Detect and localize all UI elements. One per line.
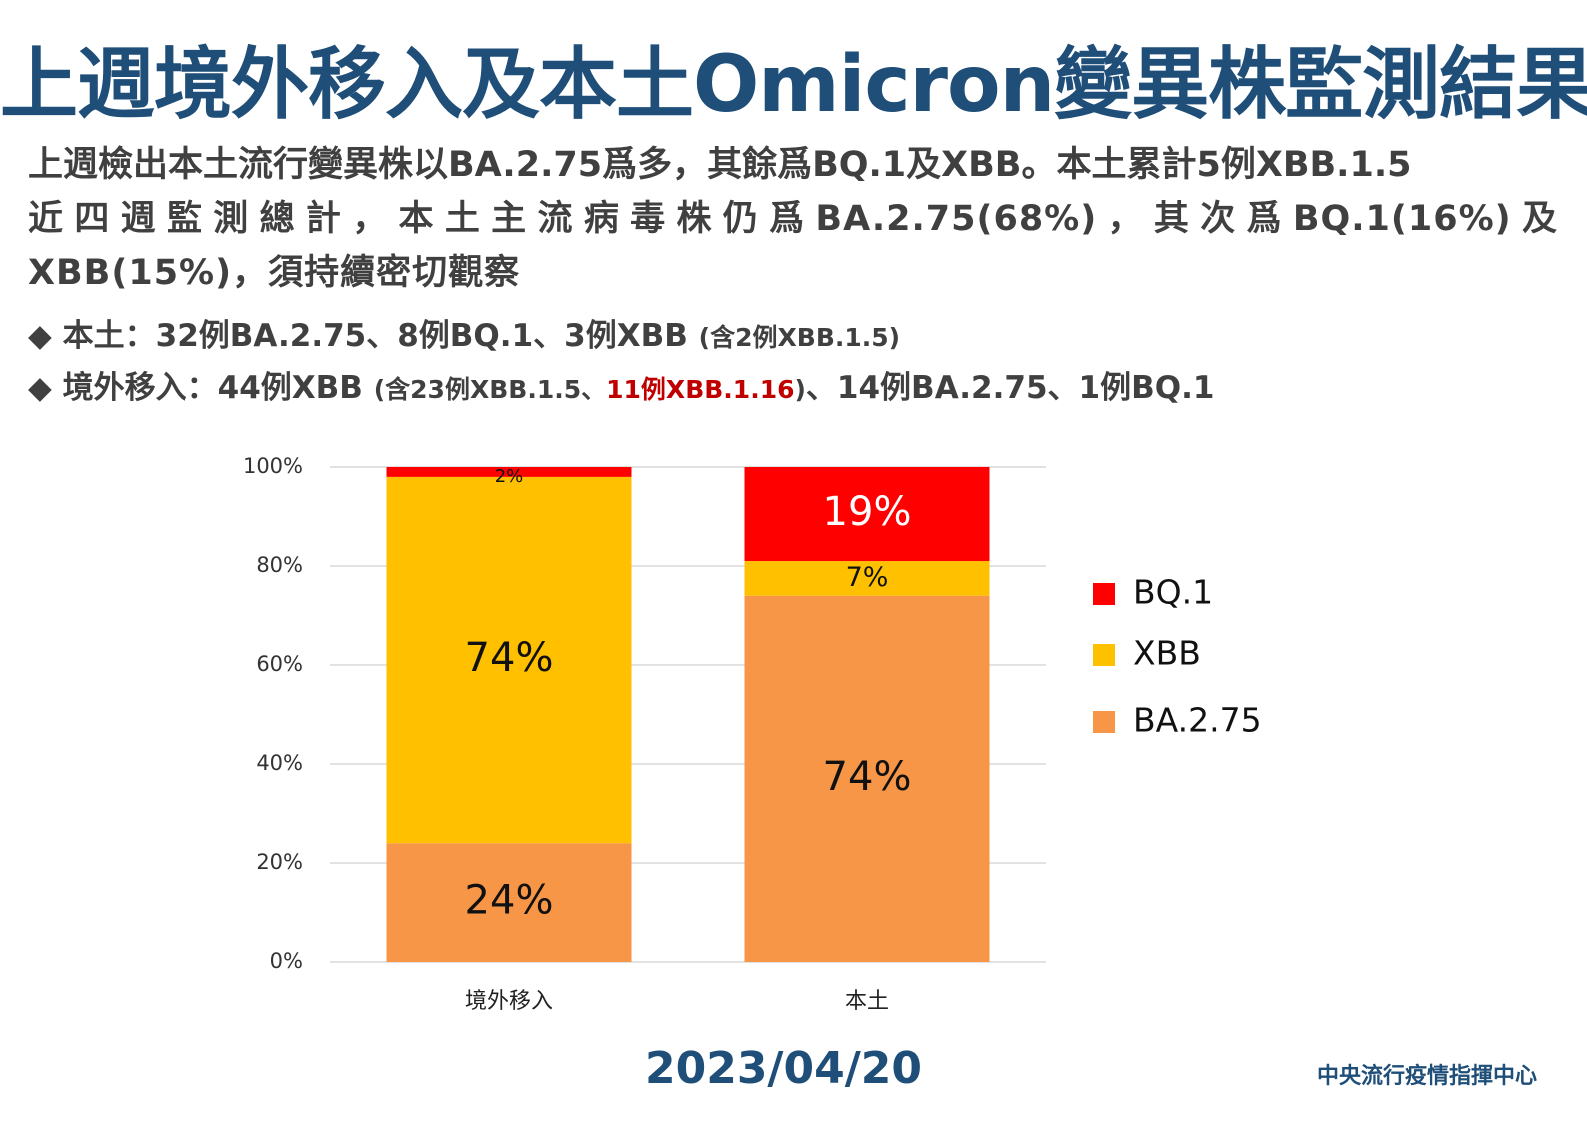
legend-swatch <box>1093 711 1115 733</box>
bullet-text: 11例XBB.1.16 <box>606 375 795 404</box>
bullet-text: (含23例XBB.1.5、 <box>373 375 607 404</box>
y-tick-label: 20% <box>256 850 303 874</box>
summary: 近四週監測總計，本土主流病毒株仍爲BA.2.75(68%)，其次爲BQ.1(16… <box>28 199 1558 293</box>
title: 上週境外移入及本土Omicron變異株監測結果 <box>0 40 1587 130</box>
bar-segment <box>744 467 990 562</box>
bullet-text: 本土：32例BA.2.75、8例BQ.1、3例XBB <box>62 318 688 354</box>
bar-segment <box>386 476 632 844</box>
legend-label: BQ.1 <box>1133 573 1213 612</box>
x-tick-label: 境外移入 <box>465 989 553 1014</box>
bullet-text: (含2例XBB.1.5) <box>698 323 901 352</box>
value-label: 74% <box>823 754 912 800</box>
bar-segment <box>386 467 632 477</box>
y-tick-label: 0% <box>270 949 303 973</box>
bullet: ◆ 本土：32例BA.2.75、8例BQ.1、3例XBB (含2例XBB.1.5… <box>28 318 901 354</box>
x-tick-label: 本土 <box>845 989 889 1014</box>
value-label: 19% <box>823 489 912 535</box>
bar-segment <box>744 561 990 596</box>
bullet-text: 境外移入：44例XBB <box>62 370 363 406</box>
legend-swatch <box>1093 644 1115 666</box>
bar-segment <box>386 843 632 962</box>
y-tick-label: 60% <box>256 652 303 676</box>
value-label: 7% <box>846 562 889 593</box>
legend-swatch <box>1093 583 1115 605</box>
value-label: 24% <box>465 878 554 924</box>
source: 中央流行疫情指揮中心 <box>1316 1064 1537 1089</box>
summary: 上週檢出本土流行變異株以BA.2.75爲多，其餘爲BQ.1及XBB。本土累計5例… <box>28 145 1412 185</box>
y-tick-label: 80% <box>256 553 303 577</box>
legend-label: BA.2.75 <box>1133 701 1262 740</box>
bullet: ◆ 境外移入：44例XBB (含23例XBB.1.5、11例XBB.1.16)、… <box>28 370 1215 406</box>
value-label: 2% <box>495 466 524 487</box>
value-label: 74% <box>465 635 554 681</box>
y-tick-label: 100% <box>243 454 303 478</box>
bar-segment <box>744 595 990 962</box>
y-tick-label: 40% <box>256 751 303 775</box>
date: 2023/04/20 <box>644 1043 923 1094</box>
bullet-text: ) <box>794 375 806 404</box>
bullet-text: 、14例BA.2.75、1例BQ.1 <box>805 370 1215 406</box>
legend-label: XBB <box>1133 634 1201 673</box>
